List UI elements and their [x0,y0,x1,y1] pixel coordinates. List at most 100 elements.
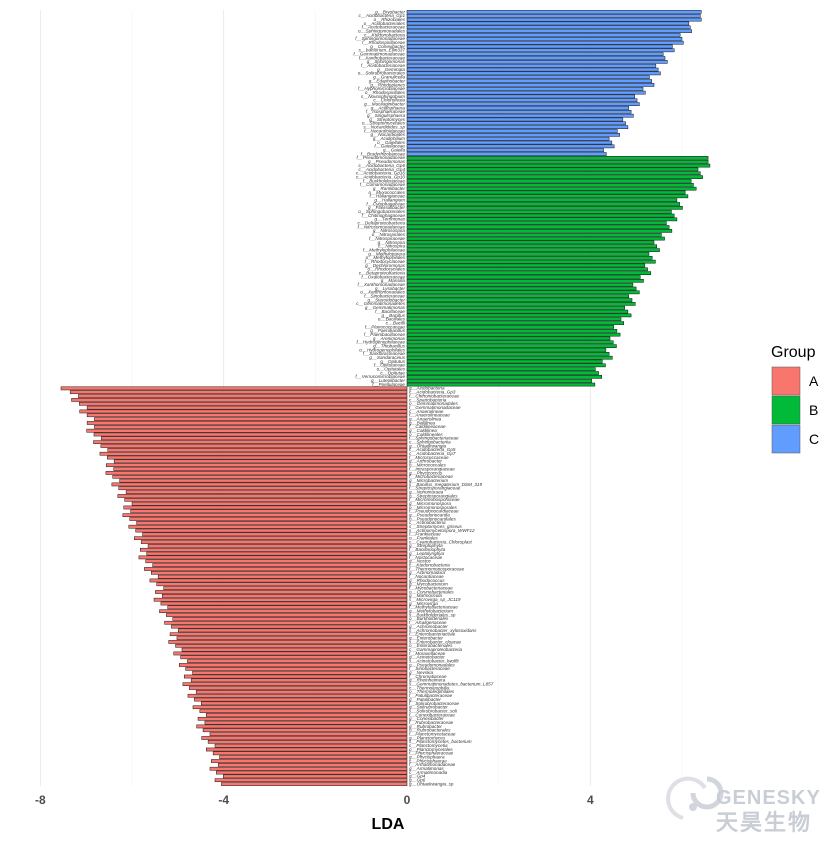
taxon-label: g__Phycisphaera [409,755,445,760]
bar-b [406,309,629,314]
bar-a [168,640,408,644]
bar-c [406,25,691,30]
bar-b [406,382,596,387]
bar-a [101,436,408,441]
taxon-label: g__Paenibacillus [370,328,405,333]
taxon-label: f__Xanthomonadaceae [357,282,405,287]
taxon-label: g__Enterobacter [409,635,443,640]
bar-a [134,536,408,541]
bar-b [406,202,680,206]
taxon-label: f__Sinobacteraceae [364,294,405,299]
taxon-label: g__Methylotenera [368,251,405,256]
bar-c [406,71,661,76]
taxon-label: c__Armatimonadia [409,770,448,775]
bar-c [406,113,634,118]
taxon-label: c__Planctomycetia [409,743,448,748]
taxon-label: f__Nocardiaceae [409,574,444,579]
taxon-label: o__Burkholderiales [409,616,449,621]
taxon-label: s__Microvirga_sp_JC119 [409,597,461,602]
taxon-label: o__Solirubrobacterales [358,71,406,76]
bar-c [406,140,613,145]
bar-a [189,686,408,690]
taxon-label: c__Ktedonobacteria [409,562,450,567]
taxon-label: o__Enterobacteriales [409,643,453,648]
taxon-label: g__Flavisolibacter [368,205,405,210]
bar-b [406,367,596,371]
bar-a [214,743,408,748]
taxon-label: s__Solirubrobacter_soli [409,708,458,713]
bar-a [197,716,408,721]
taxon-label: f__Sinobacteraceae [409,666,450,671]
taxon-label: c__Thermoleophilia [409,685,450,690]
taxon-label: o__Sphingomonadales [358,28,406,33]
bar-b [406,240,655,245]
bar-b [406,286,637,291]
bar-a [135,528,408,533]
bar-a [119,478,408,483]
taxon-label: o__Nitrospirales [372,232,406,237]
bar-c [406,98,638,103]
taxon-label: g__Nocardioides [371,132,406,137]
taxon-label: g__Acidobacteria [409,386,445,391]
bar-a [125,490,408,494]
bar-b [406,378,592,383]
bar-b [406,290,640,295]
taxon-label: g__Nitrospira [378,240,406,245]
bar-a [123,505,408,510]
bar-a [195,690,408,694]
taxon-label: g__Microbacterium [409,478,448,483]
taxon-label: f__Pseudomonadaceae [356,155,405,160]
taxon-label: o__Streptosporangiales [409,493,458,498]
bar-a [192,670,408,675]
taxon-label: o__Methylophilales [366,255,406,260]
bar-a [178,663,408,667]
taxon-label: g__Acidiphilium [373,136,405,141]
bar-b [406,294,630,298]
taxon-label: g__Arthrobacter [409,459,442,464]
legend-title: Group [771,344,816,361]
bar-a [175,643,408,648]
taxon-label: g__Sandaracinus [369,355,405,360]
bar-b [406,244,657,249]
taxon-label: c__Cyanobacteria_Chloroplast [409,539,473,544]
x-tick-label: -8 [35,793,46,807]
bar-a [152,563,408,567]
taxon-label: o__Rhizobiales [374,17,406,22]
bar-a [144,567,408,571]
bar-b [406,163,711,168]
taxon-label: g__Streptomyces [369,117,405,122]
taxon-label: g__Micromonospora [409,501,451,506]
taxon-label: f__Gaiellaceae [374,144,405,149]
taxon-label: o__Hydrogenophilales [359,347,405,352]
bar-b [406,252,650,256]
taxon-label: o__Frankiales [409,536,439,541]
taxon-label: g__Nitrosospira [373,228,406,233]
bar-a [166,613,408,617]
taxon-label: c__Acidobacteria_Gp7 [409,451,456,456]
bar-c [406,129,618,133]
bar-b [406,259,656,264]
bar-a [94,425,408,429]
taxon-label: s__Enterobacter_cloacae [409,639,462,644]
taxon-label: g__Acinetobacter [409,655,445,660]
taxon-label: o__Pseudomonadales [409,662,455,667]
bar-a [149,578,408,583]
bar-b [406,236,665,241]
bar-b [406,156,709,160]
bar-a [194,697,408,702]
taxon-label: f__Acidobacteriaceae [361,63,406,68]
bar-b [406,167,699,172]
taxon-label: g__Nonomuraea [409,489,444,494]
x-axis-label: LDA [372,816,405,833]
taxon-label: g__Acidisphaera [371,105,406,110]
taxon-label: g__Pseudonocardia [409,513,450,518]
bar-a [204,720,408,725]
bar-a [180,655,408,660]
taxon-label: c__Acidobacteria_Gp16 [356,171,405,176]
bar-a [86,428,408,433]
bar-a [93,432,408,437]
bar-a [129,517,408,521]
taxon-label: c__Gemmatimonadetes [356,301,405,306]
bar-a [178,628,408,633]
